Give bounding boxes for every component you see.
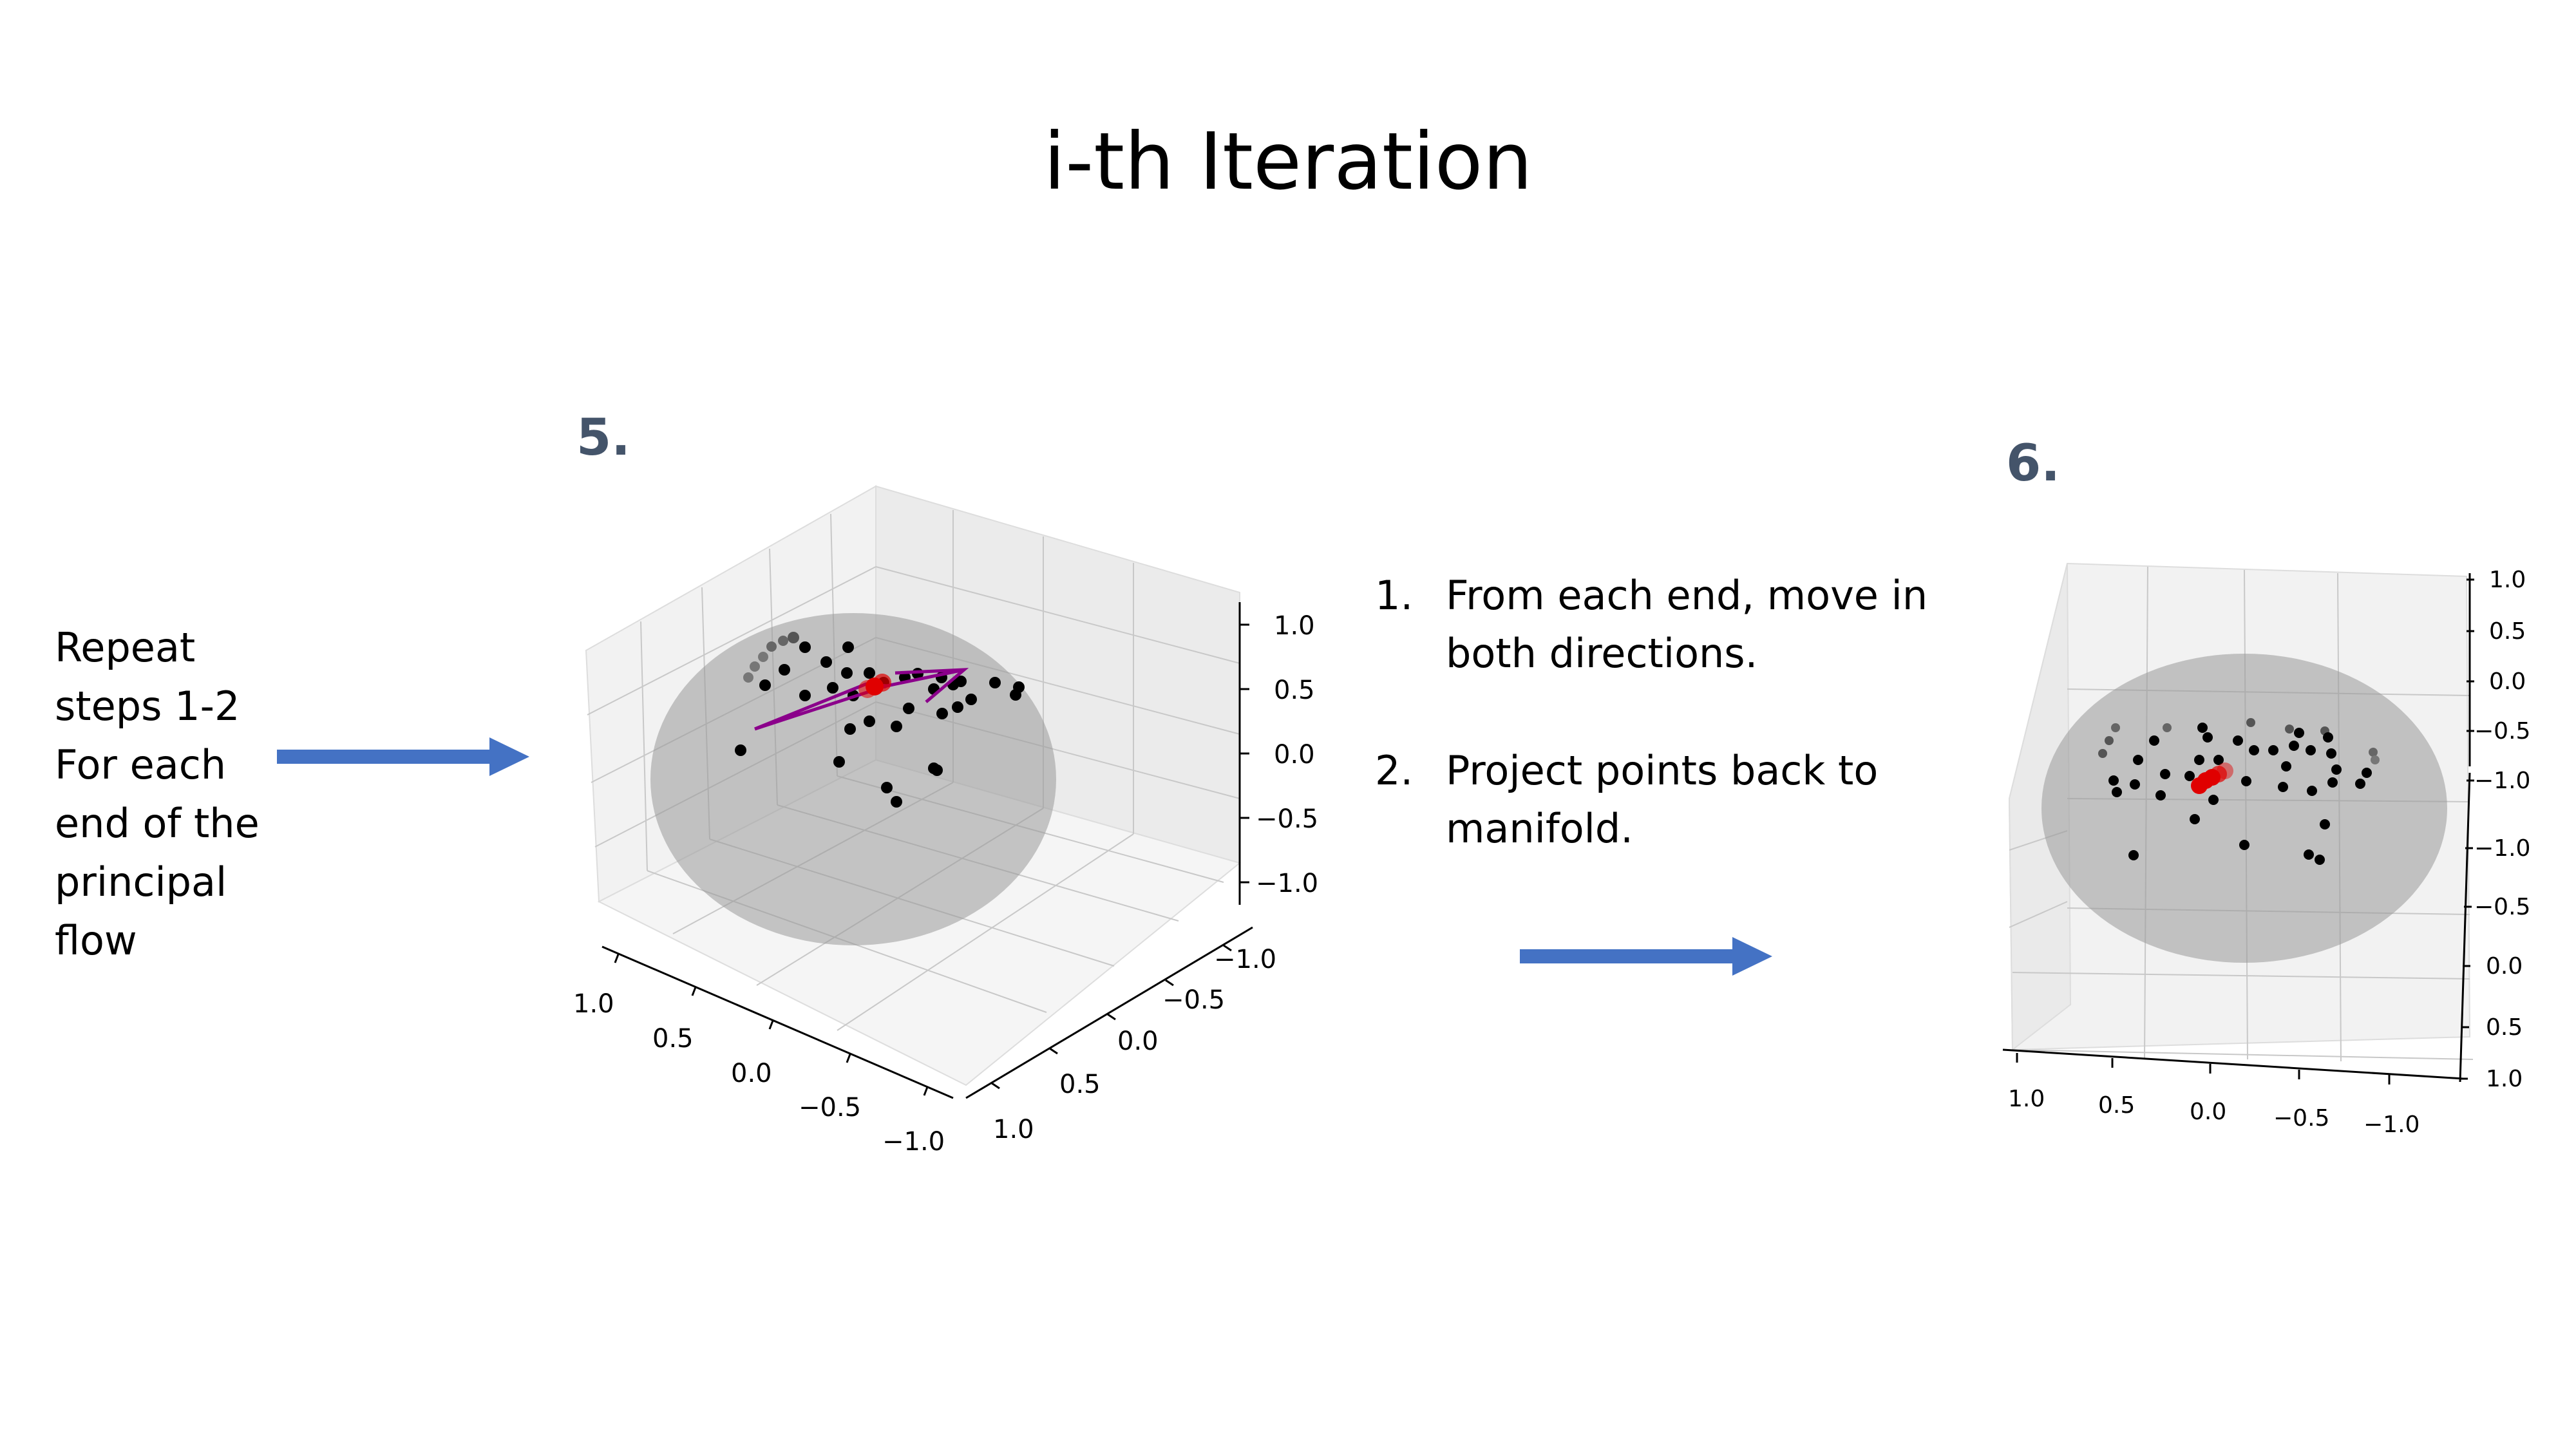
tick-label: −1.0 [2474,835,2530,862]
tick-marks [2016,578,2474,1084]
tick-label: 0.5 [2486,1014,2523,1041]
tick-label: 0.5 [1274,676,1315,705]
repeat-note-line: For each [55,741,227,788]
tick-label: −0.5 [1162,985,1225,1015]
repeat-note-line: steps 1-2 [55,683,240,730]
tick-label: −1.0 [1214,945,1276,974]
data-points [735,632,1025,808]
panel-label: 5. [576,409,630,467]
tick-label: 1.0 [993,1115,1034,1144]
tick-label: 0.0 [2486,953,2523,980]
tick-label: 1.0 [2489,567,2526,593]
sphere-surface [650,613,1056,945]
slide-title: i-th Iteration [1043,116,1533,207]
arrow-right-icon [1520,937,1772,976]
tick-label: 0.5 [2098,1092,2135,1119]
tick-label: 0.0 [2489,668,2526,695]
repeat-note-line: end of the [55,800,260,847]
steps-list: 1. From each end, move in both direction… [1375,567,1927,917]
step-item: 1. From each end, move in both direction… [1375,567,1927,683]
x-tick-labels: 1.0 0.5 0.0 −0.5 −1.0 [573,989,945,1157]
tick-label: 1.0 [1274,611,1315,641]
tick-label: 0.0 [731,1059,772,1088]
repeat-note-line: flow [55,917,137,964]
repeat-note-line: principal [55,858,227,905]
tick-label: 0.0 [2190,1099,2226,1125]
arrow-right-icon [277,737,529,776]
step-text: From each end, move in [1446,572,1928,619]
tick-label: 1.0 [2008,1086,2045,1112]
step-text: manifold. [1446,805,1633,852]
tick-label: 0.0 [1117,1027,1159,1056]
tick-marks [614,623,1249,1096]
flow-center-points [858,674,891,698]
tick-label: −0.5 [799,1093,861,1122]
tick-label: −1.0 [2474,768,2530,794]
data-points [2098,718,2380,865]
panel-label: 6. [2006,435,2060,493]
tick-label: −1.0 [882,1127,945,1157]
step-text: both directions. [1446,630,1758,677]
tick-label: 0.5 [2489,618,2526,645]
tick-label: 0.5 [652,1024,694,1054]
step-number: 2. [1375,747,1414,794]
tick-label: −0.5 [2474,894,2530,920]
repeat-note-line: Repeat [55,624,196,671]
z-tick-labels: 1.0 0.5 0.0 −0.5 −1.0 [1256,611,1318,898]
sphere-plot-6: 1.0 0.5 0.0 −0.5 −1.0 −1.0 −0.5 0.0 0.5 … [2002,562,2530,1138]
step-text: Project points back to [1446,747,1879,794]
tick-label: −1.0 [2363,1112,2420,1138]
tick-label: −0.5 [2273,1105,2329,1132]
step-item: 2. Project points back to manifold. [1375,742,1927,858]
tick-label: 0.5 [1059,1070,1101,1099]
tick-label: −0.5 [1256,804,1318,834]
tick-label: 1.0 [573,989,614,1019]
tick-label: 1.0 [2486,1066,2523,1092]
repeat-note: Repeat steps 1-2 For each end of the pri… [55,618,260,970]
axis-lines [2002,573,2471,1083]
sphere-plot-5: 1.0 0.5 0.0 −0.5 −1.0 −1.0 −0.5 0.0 0.5 … [573,485,1318,1157]
y-tick-labels: −1.0 −0.5 0.0 0.5 1.0 [993,945,1276,1144]
x-tick-labels: 1.0 0.5 0.0 −0.5 −1.0 [2008,1086,2420,1138]
step-number: 1. [1375,572,1414,619]
tick-label: 0.0 [1274,740,1315,770]
sphere-surface [2041,654,2447,963]
flow-center-points [2191,762,2233,794]
tick-label: −1.0 [1256,869,1318,898]
tick-label: −0.5 [2474,718,2530,744]
z-tick-labels: 1.0 0.5 0.0 −0.5 −1.0 −1.0 −0.5 0.0 0.5 … [2474,567,2530,1092]
